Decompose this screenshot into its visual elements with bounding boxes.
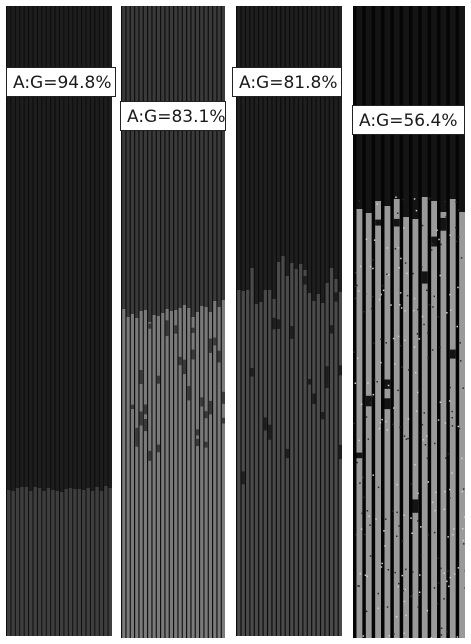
ratio-label-1: A:G=94.8% xyxy=(6,67,116,97)
channel-array-image xyxy=(353,6,465,638)
ratio-label-3: A:G=81.8% xyxy=(232,67,342,97)
channel-array-image xyxy=(6,6,112,636)
micrograph-panel-4 xyxy=(353,6,465,638)
micrograph-panel-1 xyxy=(6,6,112,636)
ratio-label-4: A:G=56.4% xyxy=(352,105,465,135)
ratio-label-2: A:G=83.1% xyxy=(120,101,226,131)
channel-array-image xyxy=(236,6,342,636)
micrograph-panel-3 xyxy=(236,6,342,636)
